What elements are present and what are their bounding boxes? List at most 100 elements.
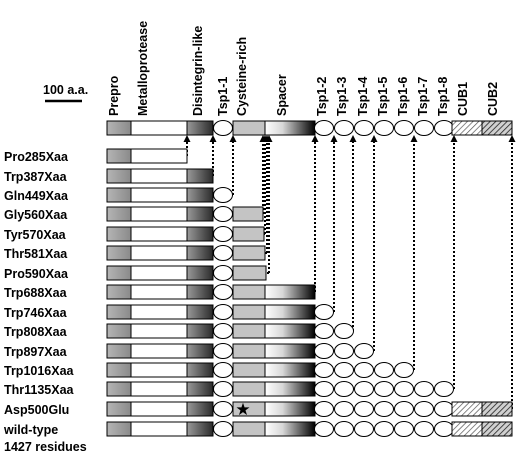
prepro-domain: [106, 362, 132, 378]
tsp1-3-domain: [334, 323, 354, 339]
tsp1-2-domain: [314, 343, 334, 359]
tsp1-1-domain: [213, 343, 233, 359]
truncation-arrow: [343, 135, 357, 332]
construct-row: Pro590Xaa: [4, 265, 267, 281]
scale-bar-label: 100 a.a.: [43, 83, 88, 97]
prepro-domain: [106, 265, 132, 281]
construct-row: Trp688Xaa: [4, 284, 316, 300]
construct-row: Trp897Xaa: [4, 343, 374, 359]
cub2-domain: [481, 401, 513, 417]
metalloprotease-domain: [130, 421, 188, 437]
prepro-domain: [106, 187, 132, 203]
prepro-domain: [106, 148, 132, 164]
metalloprotease-domain: [130, 168, 188, 184]
tsp1-1-domain: [213, 187, 233, 203]
domain-label: Spacer: [275, 74, 289, 116]
metalloprotease-domain: [130, 206, 188, 222]
tsp1-5-domain: [374, 362, 394, 378]
domain-label: Tsp1-1: [216, 77, 230, 116]
metalloprotease-domain: [130, 323, 188, 339]
tsp1-1-domain: [213, 362, 233, 378]
domain-label: Tsp1-4: [356, 77, 370, 116]
spacer-domain: [264, 401, 316, 417]
cysteine-rich-domain: [232, 362, 266, 378]
tsp1-4-domain: [354, 401, 374, 417]
prepro-domain: [106, 168, 132, 184]
spacer-domain: [264, 304, 316, 320]
top-domain-bar: [106, 120, 513, 136]
tsp1-3-domain: [334, 381, 354, 397]
domain-labels: Prepro Metalloprotease Disintegrin-like Tsp…: [107, 21, 500, 116]
domain-label: Tsp1-3: [335, 77, 349, 116]
construct-label: wild-type: [3, 423, 58, 437]
tsp1-6-domain: [394, 421, 414, 437]
cub2-domain: [481, 120, 513, 136]
tsp1-3-domain: [334, 421, 354, 437]
disintegrin-domain: [186, 120, 214, 136]
tsp1-2-domain: [314, 304, 334, 320]
construct-label: Trp808Xaa: [4, 325, 68, 339]
cysteine-rich-domain: [232, 381, 266, 397]
cysteine-rich-domain: [232, 120, 266, 136]
spacer-domain: [264, 120, 316, 136]
domain-label: Prepro: [107, 75, 121, 116]
tsp1-2-domain: [314, 323, 334, 339]
disintegrin-domain: [186, 168, 214, 184]
construct-row: Pro285Xaa: [4, 148, 188, 164]
truncation-arrow: [404, 135, 418, 371]
spacer-domain: [264, 421, 316, 437]
tsp1-4-domain: [354, 362, 374, 378]
tsp1-2-domain: [314, 120, 334, 136]
mutation-star-icon: ★: [235, 400, 250, 420]
metalloprotease-domain: [130, 284, 188, 300]
domain-label: CUB2: [486, 82, 500, 116]
metalloprotease-domain: [130, 265, 188, 281]
construct-label: Thr581Xaa: [4, 247, 68, 261]
spacer-domain: [264, 362, 316, 378]
footer-label: 1427 residues: [4, 440, 87, 454]
construct-row: wild-type: [3, 421, 513, 437]
metalloprotease-domain: [130, 304, 188, 320]
prepro-domain: [106, 304, 132, 320]
tsp1-6-domain: [394, 381, 414, 397]
disintegrin-domain: [186, 362, 214, 378]
tsp1-2-domain: [314, 401, 334, 417]
tsp1-7-domain: [414, 421, 434, 437]
tsp1-7-domain: [414, 401, 434, 417]
construct-label: Asp500Glu: [4, 403, 69, 417]
cub1-domain: [451, 421, 483, 437]
tsp1-6-domain: [394, 401, 414, 417]
cysteine-rich-domain: [232, 421, 266, 437]
construct-label: Trp688Xaa: [4, 286, 68, 300]
tsp1-2-domain: [314, 362, 334, 378]
prepro-domain: [106, 343, 132, 359]
construct-label: Pro285Xaa: [4, 150, 69, 164]
cysteine-rich-domain: [232, 245, 266, 261]
tsp1-3-domain: [334, 120, 354, 136]
cysteine-rich-domain: [232, 343, 266, 359]
tsp1-5-domain: [374, 401, 394, 417]
tsp1-7-domain: [414, 381, 434, 397]
disintegrin-domain: [186, 401, 214, 417]
cysteine-rich-domain: [232, 323, 266, 339]
prepro-domain: [106, 381, 132, 397]
spacer-domain: [264, 343, 316, 359]
construct-label: Trp1016Xaa: [4, 364, 75, 378]
disintegrin-domain: [186, 304, 214, 320]
disintegrin-domain: [186, 226, 214, 242]
domain-label: Cysteine-rich: [235, 37, 249, 116]
construct-row: Tyr570Xaa: [4, 226, 265, 242]
construct-row: Thr581Xaa: [4, 245, 266, 261]
prepro-domain: [106, 323, 132, 339]
construct-row: Trp808Xaa: [4, 323, 354, 339]
disintegrin-domain: [186, 381, 214, 397]
tsp1-6-domain: [394, 362, 414, 378]
metalloprotease-domain: [130, 245, 188, 261]
disintegrin-domain: [186, 421, 214, 437]
tsp1-4-domain: [354, 343, 374, 359]
truncation-arrow: [324, 135, 338, 313]
tsp1-1-domain: [213, 401, 233, 417]
cysteine-rich-domain: [232, 304, 266, 320]
domain-label: Disintegrin-like: [191, 26, 205, 116]
prepro-domain: [106, 226, 132, 242]
